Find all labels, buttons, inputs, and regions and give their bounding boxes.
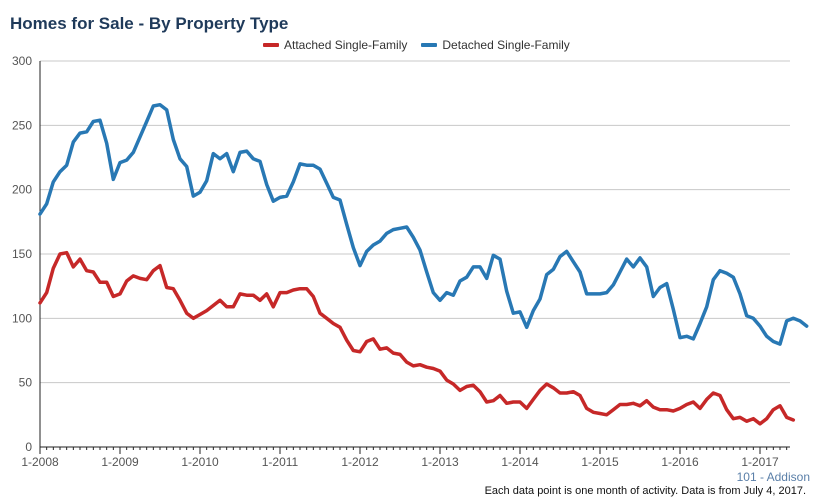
legend-item-attached[interactable]: Attached Single-Family: [263, 38, 407, 52]
x-tick-label: 1-2010: [181, 455, 219, 469]
x-tick-label: 1-2016: [661, 455, 699, 469]
source-label: 101 - Addison: [736, 470, 810, 484]
x-tick-label: 1-2017: [741, 455, 779, 469]
legend-label-attached: Attached Single-Family: [284, 38, 408, 52]
y-tick-label: 150: [12, 247, 32, 261]
y-tick-label: 250: [12, 118, 32, 132]
x-tick-label: 1-2009: [101, 455, 139, 469]
x-axis: 1-2008 1-2009 1-2010 1-2011 1-2012 1-2013 1-20…: [21, 61, 790, 469]
series-lines: [38, 102, 809, 426]
grid-lines: [40, 60, 790, 384]
legend-label-detached: Detached Single-Family: [442, 38, 570, 52]
series-line-detached[interactable]: [38, 102, 809, 346]
x-tick-label: 1-2011: [262, 455, 299, 469]
x-tick-label: 1-2014: [501, 455, 539, 469]
x-tick-label: 1-2012: [341, 455, 379, 469]
x-tick-label: 1-2008: [21, 455, 59, 469]
legend-item-detached[interactable]: Detached Single-Family: [421, 38, 570, 52]
series-line-attached[interactable]: [38, 250, 796, 426]
y-tick-label: 200: [12, 183, 32, 197]
y-tick-label: 300: [12, 54, 32, 68]
x-tick-label: 1-2013: [421, 455, 459, 469]
legend-swatch-attached: [263, 43, 279, 47]
y-tick-label: 100: [12, 311, 32, 325]
chart-legend: Attached Single-Family Detached Single-F…: [263, 38, 584, 52]
y-tick-label: 0: [25, 440, 32, 454]
x-tick-label: 1-2015: [581, 455, 619, 469]
y-axis-ticks: 0 50 100 150 200 250 300: [12, 54, 32, 454]
y-tick-label: 50: [19, 376, 33, 390]
chart-title: Homes for Sale - By Property Type: [10, 14, 289, 33]
legend-swatch-detached: [421, 43, 438, 47]
footnote: Each data point is one month of activity…: [484, 485, 806, 497]
